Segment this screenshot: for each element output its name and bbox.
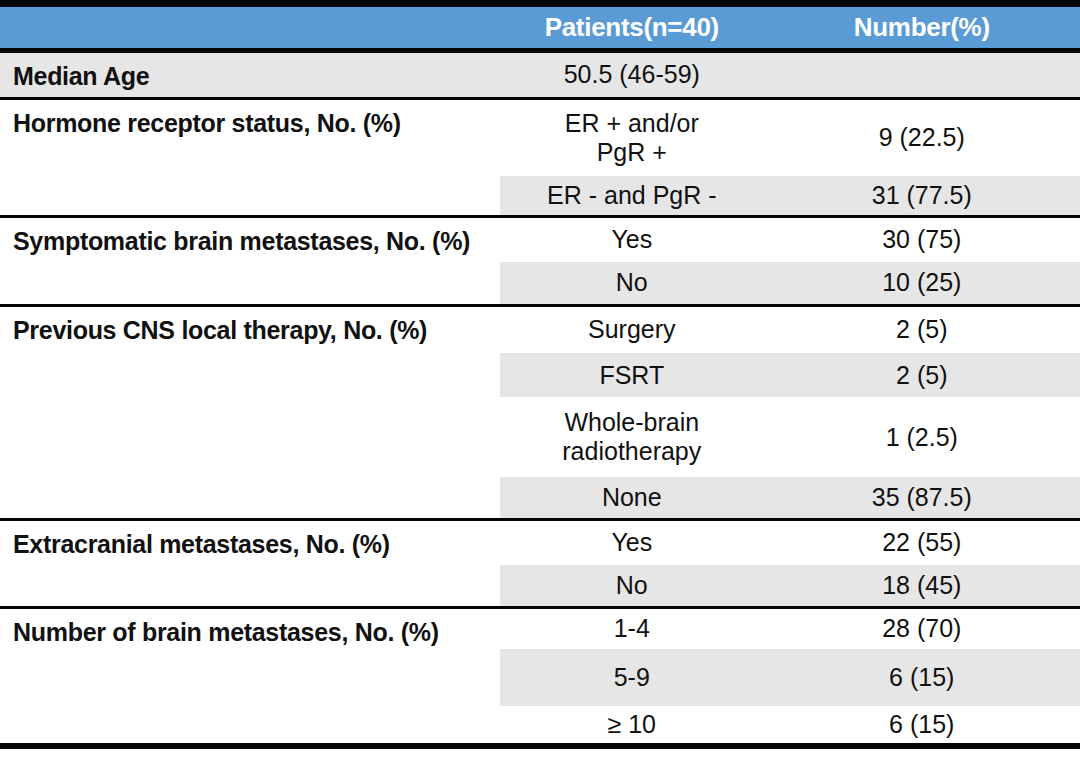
number-percent-cell: 10 (25) [764,262,1080,305]
patients-value-cell: ER - and PgR - [500,176,764,216]
header-cell-number: Number(%) [764,7,1080,50]
number-percent-cell: 28 (70) [764,607,1080,649]
patients-value-cell: None [500,477,764,519]
number-percent-cell: 9 (22.5) [764,98,1080,176]
row-category-label: Extracranial metastases, No. (%) [0,519,500,607]
row-category-label: Symptomatic brain metastases, No. (%) [0,216,500,305]
table-body: Median Age50.5 (46-59)Hormone receptor s… [0,50,1080,746]
table-row: Number of brain metastases, No. (%)1-428… [0,607,1080,649]
patients-value-cell: 5-9 [500,649,764,706]
number-percent-cell: 6 (15) [764,706,1080,746]
number-percent-cell: 22 (55) [764,519,1080,565]
table-top-border [0,0,1080,7]
patients-value-cell: No [500,262,764,305]
row-category-label: Previous CNS local therapy, No. (%) [0,305,500,519]
table-row: Extracranial metastases, No. (%)Yes22 (5… [0,519,1080,565]
patients-value-cell: No [500,565,764,607]
table-row: Previous CNS local therapy, No. (%)Surge… [0,305,1080,353]
patients-value-cell: ≥ 10 [500,706,764,746]
row-category-label: Hormone receptor status, No. (%) [0,98,500,216]
row-category-label: Number of brain metastases, No. (%) [0,607,500,746]
number-percent-cell [764,50,1080,98]
patient-characteristics-table: Patients(n=40) Number(%) Median Age50.5 … [0,7,1080,749]
number-percent-cell: 35 (87.5) [764,477,1080,519]
patients-value-cell: Yes [500,519,764,565]
header-row: Patients(n=40) Number(%) [0,7,1080,50]
number-percent-cell: 2 (5) [764,353,1080,397]
number-percent-cell: 31 (77.5) [764,176,1080,216]
header-cell-blank [0,7,500,50]
patients-value-cell: Yes [500,216,764,262]
patients-value-cell: Surgery [500,305,764,353]
table-row: Median Age50.5 (46-59) [0,50,1080,98]
patients-value-cell: 1-4 [500,607,764,649]
table-row: Symptomatic brain metastases, No. (%)Yes… [0,216,1080,262]
patients-value-cell: 50.5 (46-59) [500,50,764,98]
patients-value-cell: FSRT [500,353,764,397]
table-row: Hormone receptor status, No. (%)ER + and… [0,98,1080,176]
number-percent-cell: 18 (45) [764,565,1080,607]
patients-value-cell: ER + and/or PgR + [500,98,764,176]
table-header: Patients(n=40) Number(%) [0,7,1080,50]
page: Patients(n=40) Number(%) Median Age50.5 … [0,0,1080,781]
header-cell-patients: Patients(n=40) [500,7,764,50]
number-percent-cell: 30 (75) [764,216,1080,262]
number-percent-cell: 6 (15) [764,649,1080,706]
patients-value-cell: Whole-brain radiotherapy [500,397,764,477]
number-percent-cell: 1 (2.5) [764,397,1080,477]
number-percent-cell: 2 (5) [764,305,1080,353]
row-category-label: Median Age [0,50,500,98]
